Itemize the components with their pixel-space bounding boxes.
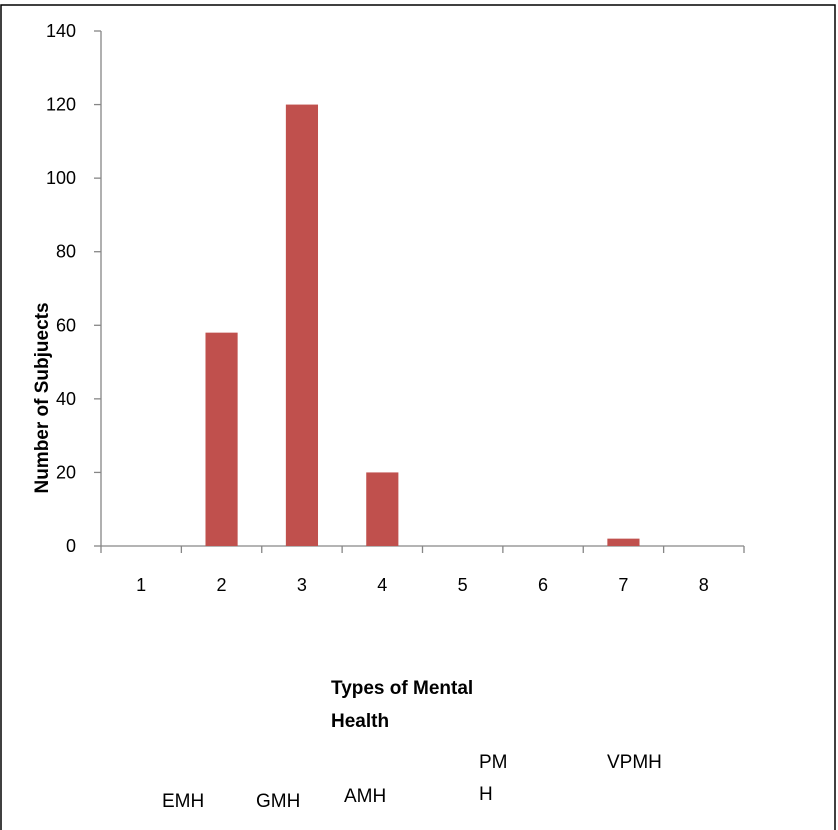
x-tick-label: 7 (618, 575, 628, 595)
chart-border (0, 4, 836, 830)
y-tick-label: 80 (56, 242, 76, 262)
category-names: EMH GMH AMH PM H VPMH (162, 752, 662, 812)
x-axis (100, 545, 745, 553)
x-axis-title: Types of Mental Health (331, 678, 478, 732)
y-tick-label: 140 (46, 21, 76, 41)
category-name-pmh: PM H (479, 752, 513, 805)
y-tick-labels: 0 20 40 60 80 100 120 140 (46, 21, 76, 556)
x-tick-label: 4 (377, 575, 387, 595)
y-tick-label: 60 (56, 315, 76, 335)
bar (205, 332, 238, 546)
y-axis (94, 30, 102, 547)
category-name-pmh-line-2: H (479, 784, 493, 805)
category-name-vpmh: VPMH (607, 752, 662, 773)
category-name-pmh-line-1: PM (479, 752, 508, 773)
y-tick-label: 40 (56, 389, 76, 409)
y-tick-label: 20 (56, 462, 76, 482)
category-name-emh: EMH (162, 791, 204, 812)
bar (607, 538, 640, 546)
y-tick-label: 120 (46, 95, 76, 115)
x-tick-label: 2 (217, 575, 227, 595)
bar (285, 104, 319, 547)
y-tick-label: 0 (66, 536, 76, 556)
x-tick-label: 3 (297, 575, 307, 595)
x-tick-label: 8 (699, 575, 709, 595)
x-axis-title-line-2: Health (331, 711, 389, 732)
x-tick-label: 6 (538, 575, 548, 595)
x-tick-label: 1 (136, 575, 146, 595)
x-tick-labels: 1 2 3 4 5 6 7 8 (136, 575, 709, 595)
category-name-gmh: GMH (256, 791, 300, 812)
x-axis-title-line-1: Types of Mental (331, 678, 473, 699)
category-name-amh: AMH (344, 786, 386, 807)
y-tick-label: 100 (46, 168, 76, 188)
x-tick-label: 5 (458, 575, 468, 595)
y-axis-title: Number of Subjuects (32, 302, 53, 493)
bar (366, 472, 399, 546)
bars (205, 104, 640, 547)
